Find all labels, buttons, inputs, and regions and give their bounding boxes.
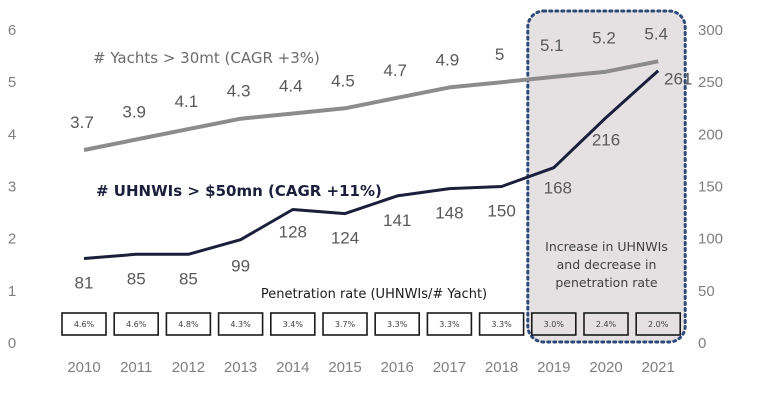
x-axis-tick: 2012 — [172, 359, 205, 376]
x-axis-tick: 2015 — [328, 359, 361, 376]
penetration-box — [426, 312, 473, 336]
right-axis-tick: 300 — [698, 22, 723, 39]
penetration-box — [635, 312, 682, 336]
penetration-value: 4.3% — [230, 320, 251, 329]
yachts-data-label: 4.7 — [383, 61, 407, 80]
uhnwis-data-label: 216 — [592, 131, 620, 150]
left-axis-tick: 6 — [8, 22, 16, 39]
yachts-data-label: 4.5 — [331, 71, 355, 90]
penetration-value: 2.4% — [596, 320, 617, 329]
x-axis-tick: 2010 — [67, 359, 100, 376]
penetration-box — [583, 312, 629, 336]
penetration-box — [530, 312, 577, 336]
penetration-box — [217, 312, 264, 336]
series-line-uhnwis — [83, 69, 660, 260]
callout-text: and decrease in — [557, 257, 657, 272]
callout-text: penetration rate — [555, 275, 658, 290]
left-axis-tick: 1 — [8, 283, 16, 300]
penetration-value: 4.8% — [178, 320, 199, 329]
penetration-box — [374, 312, 421, 336]
penetration-box — [269, 312, 316, 336]
right-axis-tick: 200 — [698, 126, 723, 143]
x-axis-tick: 2014 — [276, 359, 309, 376]
left-axis-tick: 2 — [8, 231, 16, 248]
left-axis-tick: 5 — [8, 74, 16, 91]
yachts-data-label: 4.1 — [175, 92, 199, 111]
uhnwis-data-label: 141 — [383, 211, 411, 230]
right-axis-tick: 150 — [698, 179, 723, 196]
penetration-box — [113, 312, 159, 336]
left-axis-tick: 3 — [8, 179, 16, 196]
penetration-title: Penetration rate (UHNWIs/# Yacht) — [261, 287, 487, 302]
penetration-box — [478, 312, 525, 336]
uhnwis-data-label: 168 — [544, 179, 572, 198]
penetration-value: 2.0% — [648, 320, 669, 329]
yachts-data-label: 5.2 — [592, 29, 616, 48]
yachts-data-label: 4.3 — [227, 82, 251, 101]
callout-text: Increase in UHNWIs — [545, 239, 668, 254]
yachts-data-label: 3.9 — [122, 103, 146, 122]
uhnwis-data-label: 261 — [664, 70, 692, 89]
x-axis-tick: 2020 — [589, 359, 622, 376]
series-line-yachts — [83, 59, 659, 152]
penetration-box — [322, 312, 368, 336]
penetration-box — [61, 312, 107, 336]
x-axis-tick: 2019 — [537, 359, 570, 376]
uhnwis-data-label: 85 — [179, 269, 198, 288]
yachts-data-label: 5 — [495, 45, 504, 64]
penetration-value: 4.6% — [126, 320, 147, 329]
right-axis-tick: 50 — [698, 283, 715, 300]
uhnwis-series-label: # UHNWIs > $50mn (CAGR +11%) — [96, 182, 382, 200]
penetration-value: 4.6% — [74, 320, 95, 329]
x-axis-tick: 2021 — [642, 359, 675, 376]
right-axis-tick: 250 — [698, 74, 723, 91]
highlight-box — [526, 9, 687, 344]
penetration-value: 3.3% — [439, 320, 460, 329]
x-axis-tick: 2017 — [433, 359, 466, 376]
uhnwis-data-label: 128 — [279, 222, 307, 241]
penetration-value: 3.0% — [544, 320, 565, 329]
yachts-data-label: 5.4 — [644, 24, 668, 43]
uhnwis-data-label: 150 — [487, 202, 515, 221]
penetration-value: 3.3% — [387, 320, 408, 329]
right-axis-tick: 0 — [698, 335, 706, 352]
uhnwis-data-label: 148 — [435, 204, 463, 223]
yachts-data-label: 4.4 — [279, 76, 303, 95]
uhnwis-data-label: 81 — [75, 273, 94, 292]
uhnwis-data-label: 85 — [127, 269, 146, 288]
uhnwis-data-label: 99 — [231, 257, 250, 276]
penetration-value: 3.4% — [283, 320, 304, 329]
x-axis-tick: 2016 — [381, 359, 414, 376]
left-axis-tick: 0 — [8, 335, 16, 352]
penetration-value: 3.7% — [335, 320, 356, 329]
uhnwis-data-label: 124 — [331, 229, 359, 248]
x-axis-tick: 2013 — [224, 359, 257, 376]
penetration-value: 3.3% — [491, 320, 512, 329]
left-axis-tick: 4 — [8, 126, 16, 143]
yachts-series-label: # Yachts > 30mt (CAGR +3%) — [93, 49, 320, 67]
x-axis-tick: 2018 — [485, 359, 518, 376]
x-axis-tick: 2011 — [120, 359, 152, 376]
right-axis-tick: 100 — [698, 231, 723, 248]
yachts-data-label: 4.9 — [436, 50, 460, 69]
yachts-data-label: 5.1 — [540, 36, 564, 55]
yachts-data-label: 3.7 — [70, 113, 94, 132]
penetration-box — [165, 312, 212, 336]
